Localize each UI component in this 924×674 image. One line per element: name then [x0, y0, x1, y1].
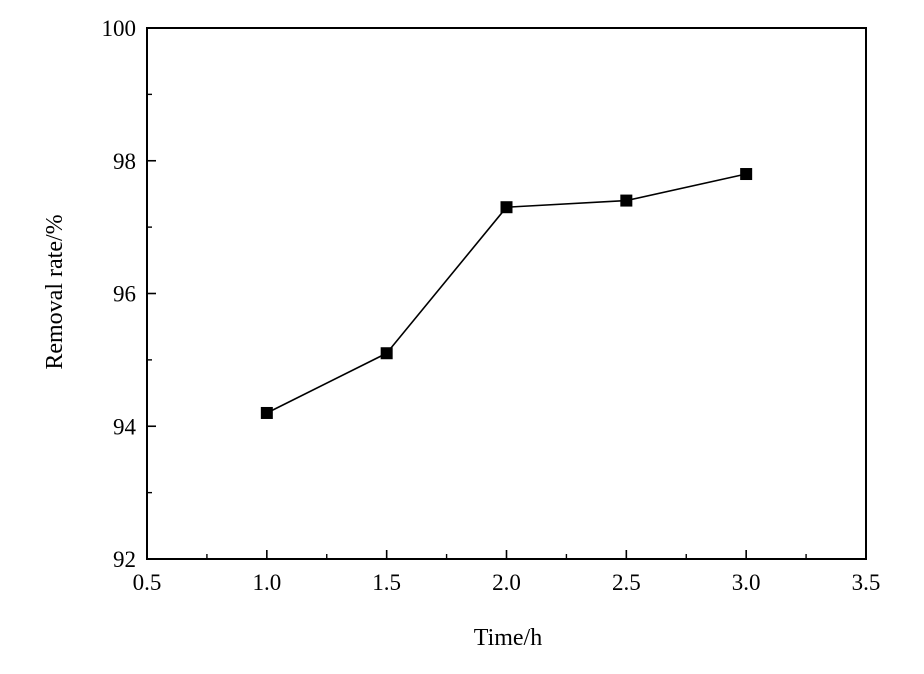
x-tick-label: 0.5 — [133, 570, 162, 595]
y-tick-label: 100 — [102, 16, 137, 41]
x-tick-label: 3.5 — [852, 570, 881, 595]
x-tick-label: 2.5 — [612, 570, 641, 595]
axes — [146, 27, 867, 560]
data-series — [260, 168, 753, 419]
plot-frame — [146, 27, 867, 560]
y-tick-label: 94 — [113, 414, 137, 439]
x-tick-label: 3.0 — [732, 570, 761, 595]
x-tick-label: 1.5 — [372, 570, 401, 595]
data-point — [260, 406, 273, 419]
y-tick-label: 92 — [113, 547, 136, 572]
y-tick-label: 98 — [113, 149, 136, 174]
ticks: 0.5 1.0 1.5 2.0 2.5 3.0 3.5 92 94 96 98 100 — [102, 16, 881, 595]
data-point — [740, 168, 753, 181]
x-axis-label: Time/h — [474, 625, 542, 651]
y-axis-label: Removal rate/% — [42, 214, 68, 369]
x-tick-label: 2.0 — [492, 570, 521, 595]
data-point — [380, 347, 393, 360]
x-tick-label: 1.0 — [252, 570, 281, 595]
data-point — [620, 194, 633, 207]
y-tick-label: 96 — [113, 282, 136, 307]
data-point — [500, 201, 513, 214]
